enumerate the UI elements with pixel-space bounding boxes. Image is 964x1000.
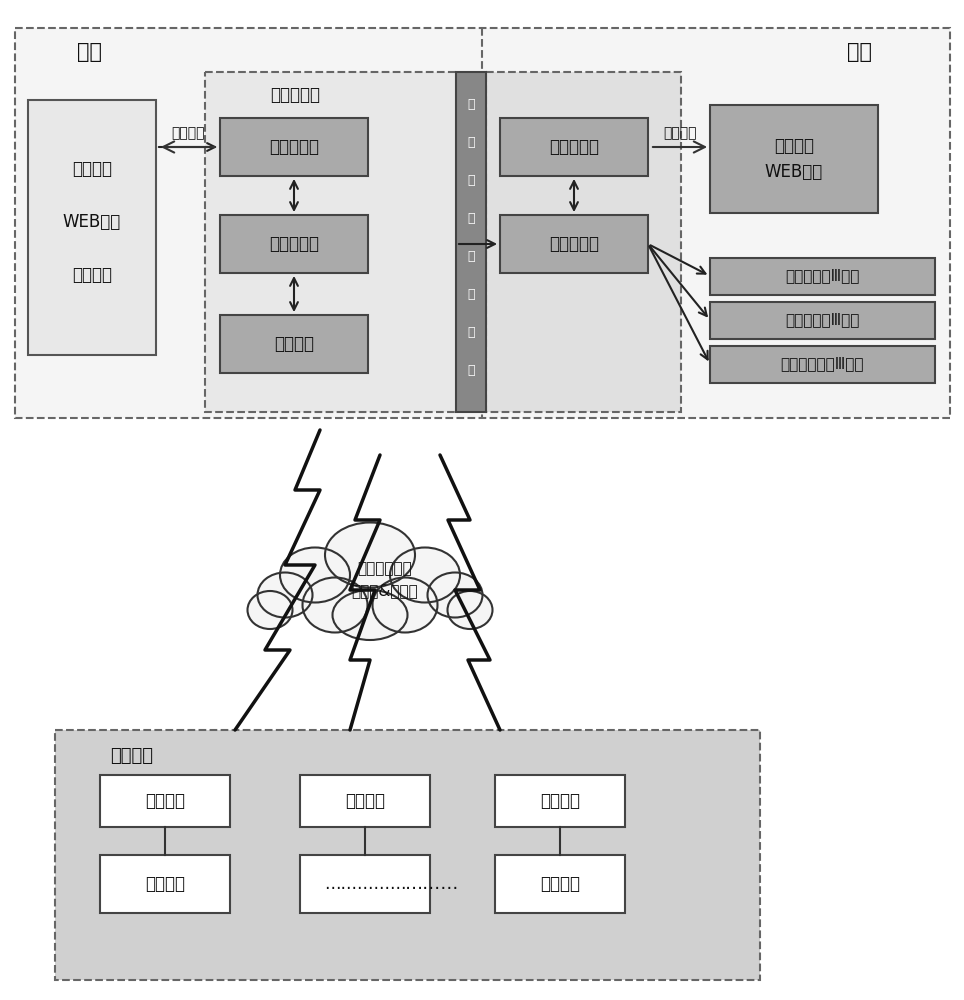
Bar bbox=[300, 775, 430, 827]
Bar bbox=[55, 730, 760, 980]
Text: 通信终端: 通信终端 bbox=[540, 792, 580, 810]
Ellipse shape bbox=[280, 548, 350, 602]
Text: 辑: 辑 bbox=[468, 250, 474, 263]
Ellipse shape bbox=[248, 591, 292, 629]
Ellipse shape bbox=[333, 590, 408, 640]
Text: 应用服务器: 应用服务器 bbox=[549, 138, 599, 156]
Ellipse shape bbox=[372, 578, 438, 633]
Text: 网: 网 bbox=[468, 174, 474, 188]
Text: 内: 内 bbox=[468, 99, 474, 111]
Ellipse shape bbox=[447, 591, 493, 629]
Text: 光伏电站: 光伏电站 bbox=[145, 875, 185, 893]
Text: 光伏电站: 光伏电站 bbox=[110, 747, 153, 765]
Bar bbox=[710, 258, 935, 295]
Text: 强: 强 bbox=[468, 288, 474, 302]
Text: 大屏展示
WEB访问: 大屏展示 WEB访问 bbox=[764, 137, 823, 181]
Bar bbox=[710, 302, 935, 339]
Text: 应用服务器: 应用服务器 bbox=[269, 138, 319, 156]
Text: 通信前置: 通信前置 bbox=[274, 335, 314, 353]
Text: 通信终端: 通信终端 bbox=[345, 792, 385, 810]
Text: 通信终端: 通信终端 bbox=[145, 792, 185, 810]
Text: 大数据平台: 大数据平台 bbox=[270, 86, 320, 104]
Text: 营销数据（Ⅲ区）: 营销数据（Ⅲ区） bbox=[785, 312, 859, 328]
Text: 逻: 逻 bbox=[468, 213, 474, 226]
Bar bbox=[500, 215, 648, 273]
Ellipse shape bbox=[427, 572, 483, 617]
Bar bbox=[710, 105, 878, 213]
Text: 外: 外 bbox=[468, 136, 474, 149]
Bar bbox=[15, 28, 950, 418]
Text: 内网数据库: 内网数据库 bbox=[549, 235, 599, 253]
Text: 提供服务: 提供服务 bbox=[172, 126, 204, 140]
Bar bbox=[205, 72, 458, 412]
Bar bbox=[220, 215, 368, 273]
Text: 外网数据库: 外网数据库 bbox=[269, 235, 319, 253]
Ellipse shape bbox=[325, 522, 415, 587]
Text: 调度数据（Ⅲ区）: 调度数据（Ⅲ区） bbox=[785, 268, 859, 284]
Text: 光伏电站: 光伏电站 bbox=[540, 875, 580, 893]
Bar bbox=[100, 775, 230, 827]
Text: 外网: 外网 bbox=[77, 42, 102, 62]
Bar bbox=[486, 72, 681, 412]
Bar bbox=[220, 118, 368, 176]
Text: 经研院数据（Ⅲ区）: 经研院数据（Ⅲ区） bbox=[780, 357, 864, 371]
Text: ………: ……… bbox=[405, 875, 459, 893]
Bar bbox=[495, 775, 625, 827]
Text: 内网: 内网 bbox=[847, 42, 872, 62]
Bar bbox=[220, 315, 368, 373]
Bar bbox=[28, 100, 156, 355]
Ellipse shape bbox=[257, 572, 312, 617]
Bar bbox=[495, 855, 625, 913]
Text: 大屏展示

WEB访问

移动终端: 大屏展示 WEB访问 移动终端 bbox=[63, 160, 121, 284]
Text: 公共通信网络
（有线&无线）: 公共通信网络 （有线&无线） bbox=[352, 561, 418, 599]
Text: ……………: …………… bbox=[324, 875, 406, 893]
Ellipse shape bbox=[303, 578, 367, 633]
Bar bbox=[456, 72, 486, 412]
Bar bbox=[300, 855, 430, 913]
Bar bbox=[500, 118, 648, 176]
Text: 提供服务: 提供服务 bbox=[663, 126, 697, 140]
Bar bbox=[100, 855, 230, 913]
Ellipse shape bbox=[390, 548, 460, 602]
Text: 离: 离 bbox=[468, 364, 474, 377]
Bar bbox=[710, 346, 935, 383]
Text: 隔: 隔 bbox=[468, 326, 474, 340]
